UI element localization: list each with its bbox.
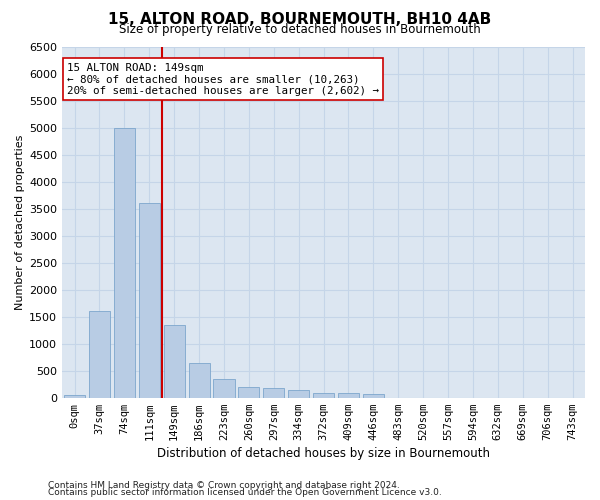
- Bar: [313, 393, 334, 398]
- Bar: [363, 394, 384, 398]
- Bar: [64, 395, 85, 398]
- Text: Size of property relative to detached houses in Bournemouth: Size of property relative to detached ho…: [119, 22, 481, 36]
- Text: 15, ALTON ROAD, BOURNEMOUTH, BH10 4AB: 15, ALTON ROAD, BOURNEMOUTH, BH10 4AB: [109, 12, 491, 28]
- Bar: [263, 388, 284, 398]
- Bar: [139, 203, 160, 398]
- Bar: [214, 379, 235, 398]
- Bar: [89, 311, 110, 398]
- Bar: [338, 394, 359, 398]
- X-axis label: Distribution of detached houses by size in Bournemouth: Distribution of detached houses by size …: [157, 447, 490, 460]
- Bar: [114, 128, 135, 398]
- Bar: [238, 387, 259, 398]
- Text: Contains HM Land Registry data © Crown copyright and database right 2024.: Contains HM Land Registry data © Crown c…: [48, 480, 400, 490]
- Bar: [288, 390, 309, 398]
- Bar: [164, 325, 185, 398]
- Text: 15 ALTON ROAD: 149sqm
← 80% of detached houses are smaller (10,263)
20% of semi-: 15 ALTON ROAD: 149sqm ← 80% of detached …: [67, 62, 379, 96]
- Bar: [188, 363, 209, 398]
- Y-axis label: Number of detached properties: Number of detached properties: [15, 134, 25, 310]
- Text: Contains public sector information licensed under the Open Government Licence v3: Contains public sector information licen…: [48, 488, 442, 497]
